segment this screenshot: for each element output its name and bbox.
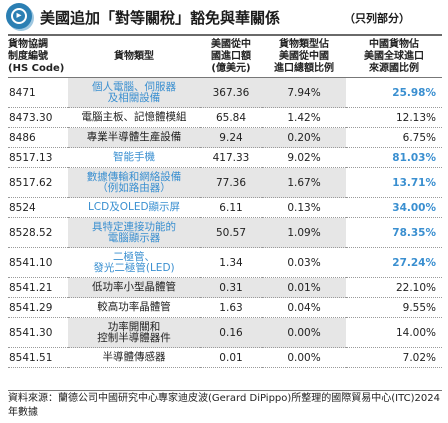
share-of-total-cell: 0.04% — [262, 297, 346, 318]
share-of-total-cell: 0.00% — [262, 347, 346, 368]
goods-type-cell: 二極管、 發光二極管(LED) — [68, 247, 200, 278]
goods-type-cell: 較高功率晶體管 — [68, 297, 200, 318]
share-of-total-cell: 1.09% — [262, 217, 346, 248]
table-row: 8471 個人電腦、伺服器 及相關設備 367.36 7.94% 25.98% — [8, 77, 442, 108]
import-value-cell: 1.34 — [200, 247, 262, 278]
china-share-cell: 12.13% — [346, 107, 442, 128]
table-header-row: 貨物協調 制度編號 (HS Code) 貨物類型 美國從中 國進口額 (億美元)… — [8, 38, 442, 78]
import-value-cell: 0.31 — [200, 277, 262, 298]
import-value-cell: 0.01 — [200, 347, 262, 368]
hs-code-cell: 8524 — [8, 197, 68, 218]
china-share-cell: 81.03% — [346, 147, 442, 168]
table-row: 8541.30 功率開關和 控制半導體器件 0.16 0.00% 14.00% — [8, 317, 442, 348]
china-share-cell: 9.55% — [346, 297, 442, 318]
goods-type-cell: LCD及OLED顯示屏 — [68, 197, 200, 218]
table-row: 8524 LCD及OLED顯示屏 6.11 0.13% 34.00% — [8, 197, 442, 218]
table-row: 8517.13 智能手機 417.33 9.02% 81.03% — [8, 147, 442, 168]
page-title: 美國追加「對等關稅」豁免與華關係 — [40, 9, 281, 27]
china-share-cell: 22.10% — [346, 277, 442, 298]
china-share-cell: 78.35% — [346, 217, 442, 248]
header-import-value: 美國從中 國進口額 (億美元) — [200, 38, 262, 78]
hs-code-cell: 8528.52 — [8, 217, 68, 248]
table-row: 8517.62 數據傳輸和網絡設備 （例如路由器） 77.36 1.67% 13.71% — [8, 167, 442, 198]
hs-code-cell: 8541.21 — [8, 277, 68, 298]
china-share-cell: 27.24% — [346, 247, 442, 278]
hs-code-cell: 8517.13 — [8, 147, 68, 168]
hs-code-cell: 8486 — [8, 127, 68, 148]
hs-code-cell: 8541.30 — [8, 317, 68, 348]
tariff-exemption-table: 貨物協調 制度編號 (HS Code) 貨物類型 美國從中 國進口額 (億美元)… — [8, 38, 442, 368]
hs-code-cell: 8517.62 — [8, 167, 68, 198]
china-share-cell: 6.75% — [346, 127, 442, 148]
import-value-cell: 77.36 — [200, 167, 262, 198]
share-of-total-cell: 1.67% — [262, 167, 346, 198]
china-share-cell: 13.71% — [346, 167, 442, 198]
share-of-total-cell: 0.20% — [262, 127, 346, 148]
header-goods-type: 貨物類型 — [68, 38, 200, 78]
hs-code-cell: 8541.29 — [8, 297, 68, 318]
hs-code-cell: 8541.51 — [8, 347, 68, 368]
table-row: 8541.51 半導體傳感器 0.01 0.00% 7.02% — [8, 347, 442, 368]
import-value-cell: 6.11 — [200, 197, 262, 218]
goods-type-cell: 具特定連接功能的 電腦顯示器 — [68, 217, 200, 248]
china-share-cell: 34.00% — [346, 197, 442, 218]
title-divider — [8, 34, 442, 36]
goods-type-cell: 功率開關和 控制半導體器件 — [68, 317, 200, 348]
goods-type-cell: 智能手機 — [68, 147, 200, 168]
import-value-cell: 65.84 — [200, 107, 262, 128]
table-row: 8486 專業半導體生產設備 9.24 0.20% 6.75% — [8, 127, 442, 148]
header-hs-code: 貨物協調 制度編號 (HS Code) — [8, 38, 68, 78]
hs-code-cell: 8541.10 — [8, 247, 68, 278]
import-value-cell: 367.36 — [200, 77, 262, 108]
import-value-cell: 417.33 — [200, 147, 262, 168]
header-china-share: 中國貨物佔 美國全球進口 來源國比例 — [346, 38, 442, 78]
share-of-total-cell: 0.00% — [262, 317, 346, 348]
share-of-total-cell: 7.94% — [262, 77, 346, 108]
table-row: 8528.52 具特定連接功能的 電腦顯示器 50.57 1.09% 78.35% — [8, 217, 442, 248]
circle-badge-icon: ▸ — [6, 3, 32, 29]
import-value-cell: 9.24 — [200, 127, 262, 148]
goods-type-cell: 低功率小型晶體管 — [68, 277, 200, 298]
share-of-total-cell: 0.13% — [262, 197, 346, 218]
china-share-cell: 7.02% — [346, 347, 442, 368]
china-share-cell: 25.98% — [346, 77, 442, 108]
header-share-of-total: 貨物類型佔 美國從中國 進口總額比例 — [262, 38, 346, 78]
goods-type-cell: 專業半導體生產設備 — [68, 127, 200, 148]
goods-type-cell: 數據傳輸和網絡設備 （例如路由器） — [68, 167, 200, 198]
title-note: （只列部分） — [344, 12, 410, 25]
title-bar: ▸ 美國追加「對等關稅」豁免與華關係 （只列部分） — [0, 0, 448, 34]
hs-code-cell: 8471 — [8, 77, 68, 108]
share-of-total-cell: 0.01% — [262, 277, 346, 298]
import-value-cell: 0.16 — [200, 317, 262, 348]
source-note: 資料來源：蘭德公司中國研究中心專家迪皮波(Gerard DiPippo)所整理的… — [8, 390, 442, 420]
table-row: 8541.21 低功率小型晶體管 0.31 0.01% 22.10% — [8, 277, 442, 298]
goods-type-cell: 電腦主板、記憶體模組 — [68, 107, 200, 128]
import-value-cell: 50.57 — [200, 217, 262, 248]
import-value-cell: 1.63 — [200, 297, 262, 318]
share-of-total-cell: 0.03% — [262, 247, 346, 278]
share-of-total-cell: 1.42% — [262, 107, 346, 128]
china-share-cell: 14.00% — [346, 317, 442, 348]
goods-type-cell: 個人電腦、伺服器 及相關設備 — [68, 77, 200, 108]
goods-type-cell: 半導體傳感器 — [68, 347, 200, 368]
table-row: 8473.30 電腦主板、記憶體模組 65.84 1.42% 12.13% — [8, 107, 442, 128]
share-of-total-cell: 9.02% — [262, 147, 346, 168]
table-row: 8541.29 較高功率晶體管 1.63 0.04% 9.55% — [8, 297, 442, 318]
table-row: 8541.10 二極管、 發光二極管(LED) 1.34 0.03% 27.24% — [8, 247, 442, 278]
hs-code-cell: 8473.30 — [8, 107, 68, 128]
